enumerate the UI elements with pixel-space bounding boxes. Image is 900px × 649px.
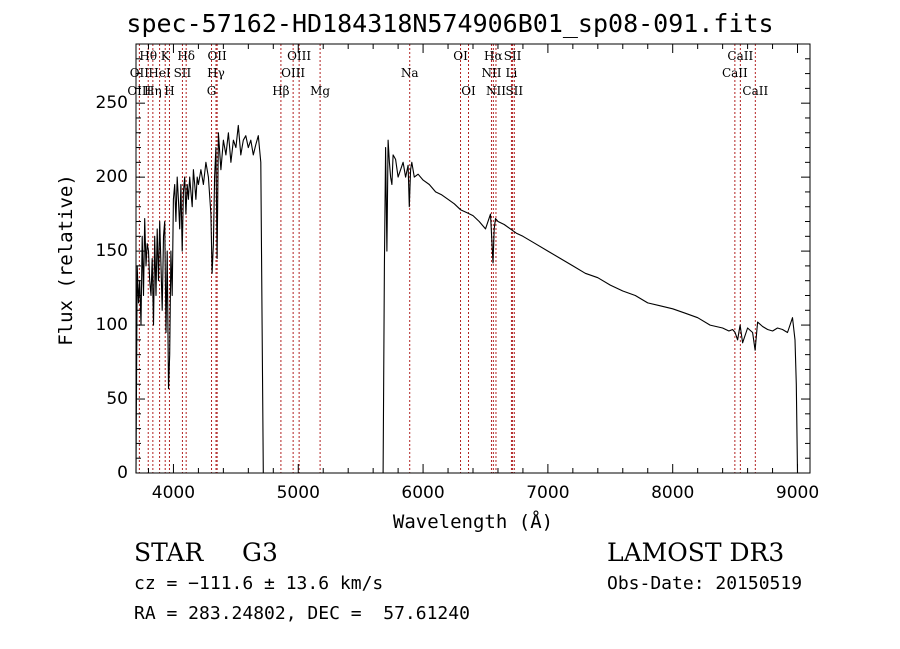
spectral-line-label: SII <box>173 66 192 80</box>
spectral-line-label: HeI <box>148 66 171 80</box>
spectral-line-label: OI <box>453 49 468 63</box>
y-tick-label: 100 <box>95 315 128 336</box>
spectral-line-label: CaII <box>742 84 769 98</box>
spectrum-series-line <box>135 124 799 474</box>
x-tick-label: 6000 <box>401 483 445 503</box>
spectral-line-label: G <box>206 84 217 98</box>
spectral-line-label: Hδ <box>177 49 196 63</box>
spectral-line-label: CaII <box>721 66 748 80</box>
spectral-line-label: OII <box>129 66 150 80</box>
survey-name: LAMOST DR3 <box>607 538 785 567</box>
object-class: STAR <box>134 538 204 567</box>
spectral-line-label: OIII <box>287 49 312 63</box>
spectral-line-markers <box>138 44 756 473</box>
spectral-line-label: CaII <box>727 49 754 63</box>
axis-ticks <box>136 43 810 474</box>
spectral-line-label: Hγ <box>207 66 225 80</box>
object-subclass: G3 <box>242 538 278 567</box>
spectral-line-label: Hβ <box>272 84 290 98</box>
y-tick-label: 150 <box>95 241 128 262</box>
spectral-line-label: Na <box>400 66 419 80</box>
spectral-line-label: NII <box>481 66 502 80</box>
spectral-line-label: OIII <box>281 66 306 80</box>
spectral-line-label: K <box>160 49 170 63</box>
spectral-line-label: OII <box>207 49 227 63</box>
spectral-line-label: Li <box>505 66 518 80</box>
redshift-velocity: cz = −111.6 ± 13.6 km/s <box>134 573 384 594</box>
spectral-line-label: SII <box>505 84 524 98</box>
x-tick-label: 8000 <box>651 483 695 503</box>
spectral-line-label: H <box>164 84 175 98</box>
x-tick-label: 9000 <box>775 483 820 503</box>
y-tick-label: 250 <box>95 93 128 114</box>
coordinates: RA = 283.24802, DEC = 57.61240 <box>134 603 470 624</box>
spectral-line-label: NII <box>485 84 506 98</box>
x-tick-label: 7000 <box>526 483 570 503</box>
spectral-line-label: SII <box>503 49 522 63</box>
x-axis-label: Wavelength (Å) <box>392 511 554 533</box>
y-tick-label: 200 <box>95 167 128 188</box>
y-tick-label: 0 <box>117 463 128 483</box>
observation-date: Obs-Date: 20150519 <box>607 573 803 594</box>
spectral-line-label: Hα <box>484 49 503 63</box>
spectral-line-label: Hθ <box>139 49 158 63</box>
plot-frame <box>135 43 811 474</box>
spectral-line-label: Mg <box>310 84 331 98</box>
chart-title: spec-57162-HD184318N574906B01_sp08-091.f… <box>126 9 774 38</box>
x-tick-label: 5000 <box>276 483 320 503</box>
y-axis-label: Flux (relative) <box>55 174 77 346</box>
spectral-line-label: Hη <box>144 84 162 98</box>
x-tick-label: 4000 <box>151 483 196 503</box>
y-tick-label: 50 <box>106 389 128 410</box>
spectral-line-label: OI <box>461 84 476 98</box>
spectral-line-label: OIII <box>127 84 152 98</box>
